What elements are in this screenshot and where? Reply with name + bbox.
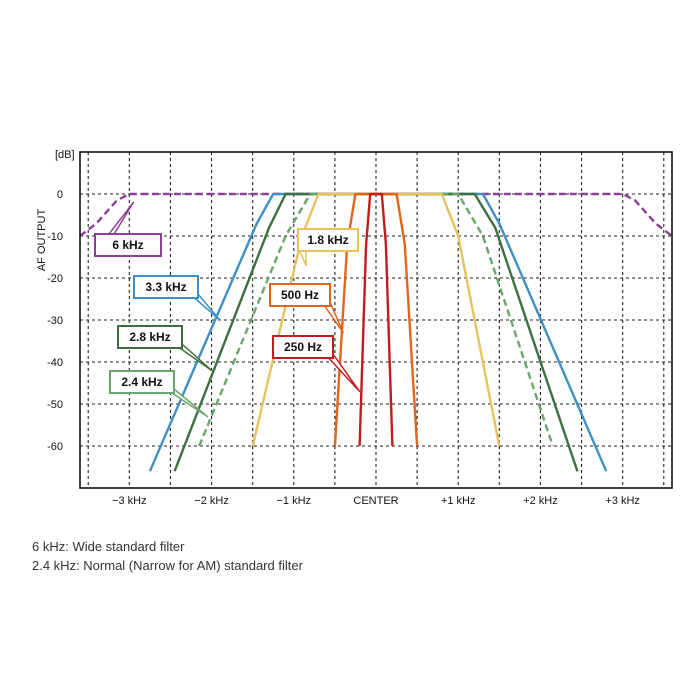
y-tick-label: -60	[47, 441, 63, 453]
label-text: 3.3 kHz	[145, 280, 186, 294]
label-leader	[324, 353, 361, 393]
series-line-2-4-khz	[198, 192, 554, 447]
label-box	[94, 233, 162, 257]
series-lines	[79, 192, 673, 472]
label-text: 2.8 kHz	[129, 330, 170, 344]
label-text: 2.4 kHz	[121, 375, 162, 389]
label-box	[109, 370, 175, 394]
y-tick-label: -30	[47, 315, 63, 327]
series-line-250-hz	[358, 192, 394, 447]
label-box	[272, 335, 334, 359]
x-tick-label: −2 kHz	[194, 495, 229, 507]
label-250-hz: 250 Hz	[272, 335, 361, 393]
label-2-4-khz: 2.4 kHz	[109, 370, 209, 418]
label-3-3-khz: 3.3 kHz	[133, 275, 221, 321]
label-box	[297, 228, 359, 252]
label-box	[269, 283, 331, 307]
y-axis-title: AF OUTPUT	[36, 209, 48, 272]
label-500-hz: 500 Hz	[269, 283, 344, 334]
caption-2-4khz: 2.4 kHz: Normal (Narrow for AM) standard…	[32, 558, 303, 573]
x-tick-label: +2 kHz	[523, 495, 558, 507]
x-tick-label: CENTER	[353, 495, 398, 507]
y-tick-label: 0	[57, 189, 63, 201]
label-text: 250 Hz	[284, 340, 322, 354]
label-1-8-khz: 1.8 kHz	[297, 228, 359, 267]
label-2-8-khz: 2.8 kHz	[117, 325, 213, 372]
caption-6khz: 6 kHz: Wide standard filter	[32, 539, 185, 554]
y-tick-label: -20	[47, 273, 63, 285]
series-labels: 6 kHz 3.3 kHz 2.8 kHz 2.4 kHz 1.8 kHz 500 Hz 2…	[94, 201, 361, 418]
x-tick-label: +1 kHz	[441, 495, 476, 507]
y-tick-label: -40	[47, 357, 63, 369]
filter-response-chart: 6 kHz 3.3 kHz 2.8 kHz 2.4 kHz 1.8 kHz 500 Hz 2…	[36, 149, 673, 507]
y-tick-label: -10	[47, 231, 63, 243]
y-unit-label: [dB]	[55, 149, 75, 161]
y-tick-label: -50	[47, 399, 63, 411]
label-6-khz: 6 kHz	[94, 201, 162, 257]
x-tick-label: −3 kHz	[112, 495, 147, 507]
label-box	[133, 275, 199, 299]
x-tick-label: −1 kHz	[277, 495, 312, 507]
grid	[80, 152, 672, 488]
label-text: 1.8 kHz	[307, 233, 348, 247]
label-text: 6 kHz	[112, 238, 143, 252]
plot-frame	[79, 151, 673, 489]
label-box	[117, 325, 183, 349]
x-tick-label: +3 kHz	[605, 495, 640, 507]
axes: 0 -10 -20 -30 -40 -50 -60 −3 kHz −2 kHz −1 kHz CEN…	[36, 149, 673, 507]
label-text: 500 Hz	[281, 288, 319, 302]
